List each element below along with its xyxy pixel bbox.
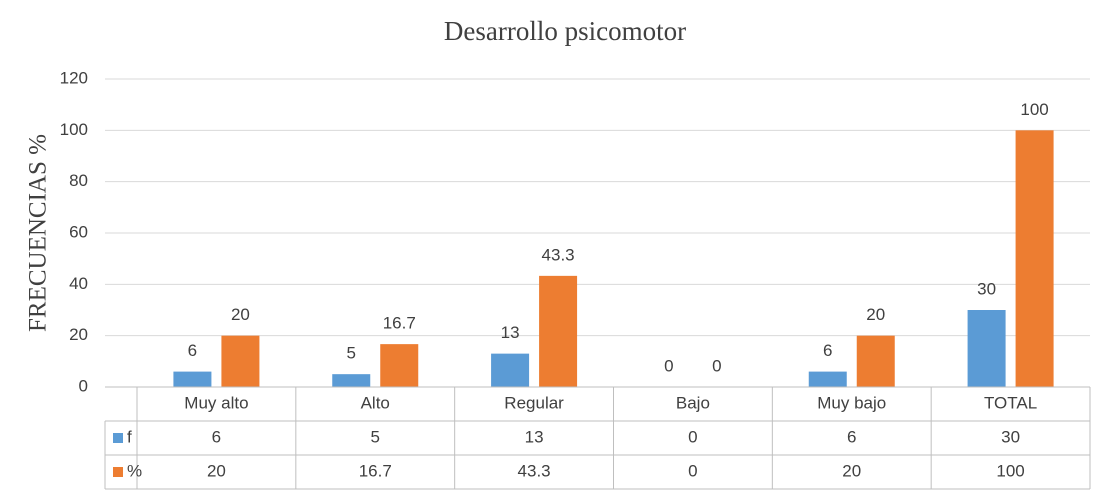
data-label: 20	[231, 305, 250, 324]
data-label: 6	[188, 341, 197, 360]
y-tick-label: 120	[60, 68, 88, 87]
data-label: 20	[866, 305, 885, 324]
y-tick-label: 80	[69, 171, 88, 190]
table-cell: 43.3	[518, 461, 551, 480]
bar	[380, 344, 419, 387]
bar	[539, 275, 578, 387]
y-tick-label: 100	[60, 120, 88, 139]
bar	[491, 353, 530, 387]
x-tick-label: TOTAL	[984, 393, 1037, 412]
bar	[967, 310, 1006, 387]
bar	[808, 371, 847, 387]
data-label: 13	[501, 323, 520, 342]
y-tick-label: 0	[79, 376, 88, 395]
legend-label: f	[127, 427, 132, 446]
table-cell: 100	[996, 461, 1024, 480]
x-tick-label: Alto	[361, 393, 390, 412]
bar	[332, 374, 371, 387]
table-cell: 30	[1001, 427, 1020, 446]
bar	[221, 335, 260, 387]
y-tick-label: 40	[69, 274, 88, 293]
bar	[1015, 130, 1054, 388]
data-label: 100	[1020, 100, 1048, 119]
data-label: 5	[347, 344, 356, 363]
table-cell: 20	[842, 461, 861, 480]
table-cell: 0	[688, 427, 697, 446]
data-label: 0	[712, 356, 721, 375]
table-cell: 5	[371, 427, 380, 446]
table-cell: 16.7	[359, 461, 392, 480]
legend-label: %	[127, 461, 142, 480]
data-label: 0	[664, 356, 673, 375]
y-tick-label: 60	[69, 222, 88, 241]
x-tick-label: Muy bajo	[817, 393, 886, 412]
y-axis-title: FRECUENCIAS %	[25, 134, 52, 332]
table-cell: 6	[847, 427, 856, 446]
legend-swatch	[113, 433, 123, 443]
table-cell: 13	[525, 427, 544, 446]
legend-swatch	[113, 467, 123, 477]
x-tick-label: Bajo	[676, 393, 710, 412]
bar	[856, 335, 895, 387]
data-label: 43.3	[542, 245, 575, 264]
table-cell: 6	[212, 427, 221, 446]
chart-title: Desarrollo psicomotor	[444, 16, 686, 46]
data-label: 30	[977, 279, 996, 298]
bar	[173, 371, 212, 387]
table-cell: 20	[207, 461, 226, 480]
data-label: 6	[823, 341, 832, 360]
data-label: 16.7	[383, 314, 416, 333]
x-tick-label: Regular	[504, 393, 564, 412]
y-tick-label: 20	[69, 325, 88, 344]
x-tick-label: Muy alto	[184, 393, 248, 412]
table-cell: 0	[688, 461, 697, 480]
